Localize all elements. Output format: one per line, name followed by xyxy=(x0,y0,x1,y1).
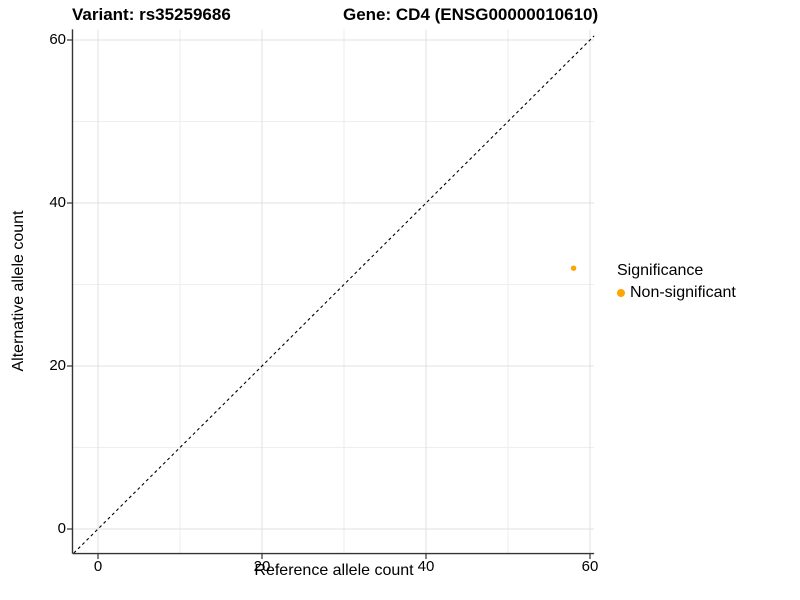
x-tick-label: 40 xyxy=(417,558,435,575)
identity-line xyxy=(73,35,595,554)
x-tick-label: 20 xyxy=(253,558,271,575)
legend-title: Significance xyxy=(617,262,704,279)
legend-item-label: Non-significant xyxy=(630,284,736,301)
y-tick-label: 20 xyxy=(49,357,66,374)
y-tick-label: 40 xyxy=(49,194,66,211)
legend: Significance Non-significant xyxy=(617,262,736,302)
legend-point-icon xyxy=(617,289,625,297)
legend-item-non-significant: Non-significant xyxy=(617,284,736,302)
x-tick-label: 0 xyxy=(93,558,103,575)
data-point xyxy=(570,265,577,271)
plot-title-variant: Variant: rs35259686 xyxy=(72,5,231,24)
y-tick-label: 0 xyxy=(57,520,66,537)
y-axis-title: Alternative allele count xyxy=(10,210,27,372)
x-tick-label: 60 xyxy=(581,558,599,575)
plot-title-gene: Gene: CD4 (ENSG00000010610) xyxy=(343,5,599,24)
y-tick-label: 60 xyxy=(49,31,66,48)
x-axis-title: Reference allele count xyxy=(254,562,414,579)
